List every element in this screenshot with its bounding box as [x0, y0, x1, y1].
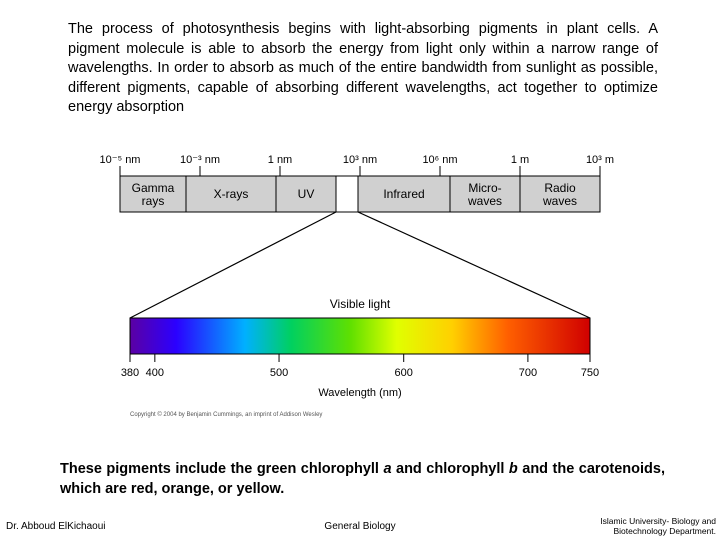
footer-course: General Biology [324, 521, 395, 532]
intro-paragraph: The process of photosynthesis begins wit… [68, 20, 658, 118]
svg-text:1 nm: 1 nm [268, 154, 292, 166]
svg-text:1 m: 1 m [511, 154, 529, 166]
pigments-paragraph: These pigments include the green chlorop… [60, 460, 665, 499]
svg-text:750: 750 [581, 367, 599, 379]
svg-text:Radio: Radio [544, 181, 576, 195]
svg-text:X-rays: X-rays [214, 187, 249, 201]
svg-text:600: 600 [395, 367, 413, 379]
svg-text:10³ m: 10³ m [586, 154, 614, 166]
svg-text:waves: waves [467, 194, 502, 208]
svg-text:waves: waves [542, 194, 577, 208]
svg-text:10⁻³ nm: 10⁻³ nm [180, 154, 220, 166]
svg-text:10⁻⁵ nm: 10⁻⁵ nm [100, 154, 140, 166]
svg-text:Visible light: Visible light [330, 297, 391, 311]
footer-aff-line1: Islamic University- Biology and [600, 516, 716, 526]
svg-text:Wavelength (nm): Wavelength (nm) [318, 387, 401, 399]
svg-text:700: 700 [519, 367, 537, 379]
pigment-text-1: These pigments include the green chlorop… [60, 461, 383, 477]
svg-text:Gamma: Gamma [132, 181, 175, 195]
pigment-text-2: and chlorophyll [392, 461, 509, 477]
svg-text:Copyright © 2004 by Benjamin C: Copyright © 2004 by Benjamin Cummings, a… [130, 411, 322, 418]
svg-text:Micro-: Micro- [468, 181, 501, 195]
footer-aff-line2: Biotechnology Department. [613, 526, 716, 536]
svg-text:10³ nm: 10³ nm [343, 154, 377, 166]
svg-text:380: 380 [121, 367, 139, 379]
chlorophyll-a: a [383, 461, 391, 477]
svg-text:10⁶ nm: 10⁶ nm [422, 154, 457, 166]
svg-text:UV: UV [298, 187, 315, 201]
svg-text:400: 400 [146, 367, 164, 379]
footer-affiliation: Islamic University- Biology and Biotechn… [600, 516, 716, 536]
chlorophyll-b: b [509, 461, 518, 477]
em-spectrum-diagram: 10⁻⁵ nm 10⁻³ nm 1 nm 10³ nm 10⁶ nm 1 m 10³ m Ga… [100, 148, 620, 448]
footer-author: Dr. Abboud ElKichaoui [6, 521, 106, 532]
svg-text:Infrared: Infrared [383, 187, 424, 201]
svg-text:rays: rays [142, 194, 165, 208]
svg-text:500: 500 [270, 367, 288, 379]
